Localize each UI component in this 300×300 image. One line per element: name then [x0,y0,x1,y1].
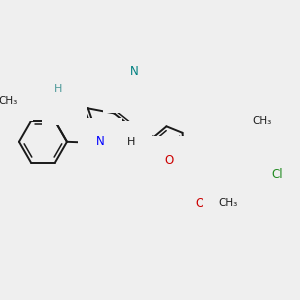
Text: N: N [95,135,104,148]
Text: C: C [119,86,127,96]
Text: O: O [164,154,173,167]
Text: N: N [130,65,138,78]
Text: O: O [195,197,205,210]
Text: Cl: Cl [271,168,283,181]
Text: CH₃: CH₃ [0,96,18,106]
Text: N: N [60,94,69,107]
Text: CH₃: CH₃ [253,116,272,126]
Text: O: O [239,115,248,128]
Text: H: H [54,84,62,94]
Text: CH₃: CH₃ [218,198,238,208]
Text: H: H [127,137,136,148]
